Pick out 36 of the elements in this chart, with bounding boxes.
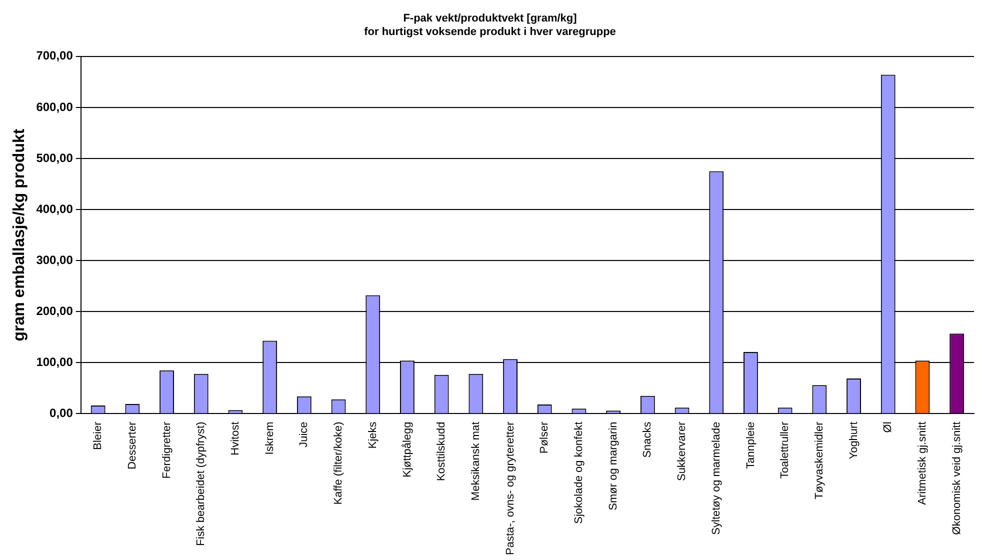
x-tick-label: Toalettruller [779, 421, 792, 479]
x-tick-label: Bleier [92, 421, 104, 450]
x-tick-label: Aritmetisk gj.snitt [916, 422, 929, 505]
y-tick-label: 500,00 [36, 150, 74, 165]
x-tick-label: Fisk bearbeidet (dypfryst) [195, 422, 208, 546]
x-tick-label: Tøyvaskemidler [813, 421, 826, 500]
x-tick-label: Økonomisk veid gj.snitt [950, 422, 963, 535]
y-tick-label: 0,00 [50, 406, 74, 420]
y-tick-label: 100,00 [36, 354, 74, 369]
x-tick-label: Kaffe (filter/koke) [332, 422, 345, 505]
y-tick-label: 600,00 [36, 100, 74, 114]
x-tick-label: Juice [298, 422, 310, 448]
y-tick-label: 200,00 [36, 304, 74, 318]
x-tick-label: Yoghurt [848, 422, 860, 460]
y-tick-label: 700,00 [36, 48, 74, 63]
x-tick-label: Sukkervarer [676, 421, 688, 482]
x-tick-label: Syltetøy og marmelade [710, 422, 722, 535]
x-tick-label: Tannpleie [744, 422, 757, 469]
x-tick-label: Kosttilskudd [436, 422, 448, 482]
x-tick-label: Hvitost [230, 422, 242, 456]
x-tick-label: Meksikansk mat [470, 422, 482, 501]
y-axis-title: gram emballasje/kg produkt [11, 128, 28, 342]
chart-title: F-pak vekt/produktvekt [gram/kg] for hurtigst voksende produkt i hver varegruppe [364, 12, 616, 38]
x-tick-label: Ferdigretter [160, 421, 173, 479]
x-tick-label: Iskrem [264, 422, 276, 455]
x-tick-label: Snacks [642, 421, 654, 458]
x-tick-label: Pølser [538, 421, 551, 454]
x-tick-label: Sjokolade og konfekt [573, 422, 586, 524]
x-tick-label: Kjeks [366, 421, 379, 449]
x-tick-label: Øl [882, 422, 894, 433]
y-tick-label: 300,00 [36, 252, 74, 267]
x-tick-label: Kjøttpålegg [401, 422, 414, 478]
x-tick-label: Smør og margarin [607, 422, 620, 510]
y-tick-label: 400,00 [36, 202, 74, 216]
x-tick-label: Desserter [126, 421, 138, 470]
x-tick-label: Pasta-, ovns- og gryteretter [504, 421, 516, 556]
